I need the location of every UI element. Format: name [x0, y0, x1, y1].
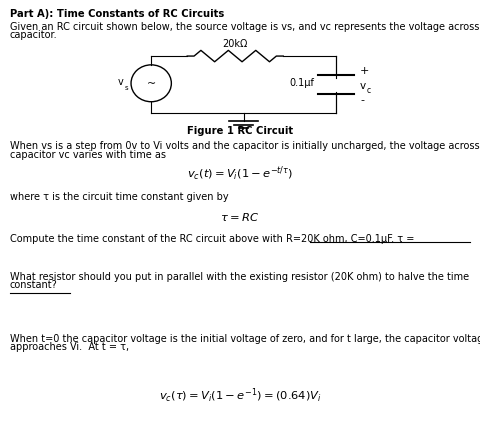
Text: Given an RC circuit shown below, the source voltage is vs, and vc represents the: Given an RC circuit shown below, the sou…	[10, 22, 480, 32]
Text: +: +	[360, 66, 370, 75]
Text: When t=0 the capacitor voltage is the initial voltage of zero, and for t large, : When t=0 the capacitor voltage is the in…	[10, 333, 480, 343]
Text: $v_c(\tau)=V_i(1-e^{-1})=(0.64)V_i$: $v_c(\tau)=V_i(1-e^{-1})=(0.64)V_i$	[158, 386, 322, 404]
Text: approaches Vi.  At t = τ,: approaches Vi. At t = τ,	[10, 342, 129, 352]
Text: Compute the time constant of the RC circuit above with R=20K ohm, C=0.1μF. τ =: Compute the time constant of the RC circ…	[10, 233, 414, 243]
Text: 0.1μf: 0.1μf	[289, 78, 314, 88]
Text: capacitor vc varies with time as: capacitor vc varies with time as	[10, 150, 166, 160]
Text: 20kΩ: 20kΩ	[223, 39, 248, 49]
Text: c: c	[366, 86, 371, 95]
Text: v: v	[118, 77, 124, 87]
Text: When vs is a step from 0v to Vi volts and the capacitor is initially uncharged, : When vs is a step from 0v to Vi volts an…	[10, 141, 480, 151]
Text: v: v	[360, 81, 366, 90]
Text: s: s	[125, 85, 129, 91]
Text: -: -	[360, 95, 364, 105]
Text: constant?: constant?	[10, 279, 57, 290]
Text: $\tau = RC$: $\tau = RC$	[220, 210, 260, 222]
Text: where τ is the circuit time constant given by: where τ is the circuit time constant giv…	[10, 192, 228, 202]
Text: Part A): Time Constants of RC Circuits: Part A): Time Constants of RC Circuits	[10, 9, 224, 19]
Text: ~: ~	[146, 79, 156, 89]
Text: Figure 1 RC Circuit: Figure 1 RC Circuit	[187, 126, 293, 136]
Text: capacitor.: capacitor.	[10, 30, 57, 40]
Text: What resistor should you put in parallel with the existing resistor (20K ohm) to: What resistor should you put in parallel…	[10, 272, 469, 282]
Text: $v_c(t)=V_i(1-e^{-t/\tau})$: $v_c(t)=V_i(1-e^{-t/\tau})$	[187, 164, 293, 182]
